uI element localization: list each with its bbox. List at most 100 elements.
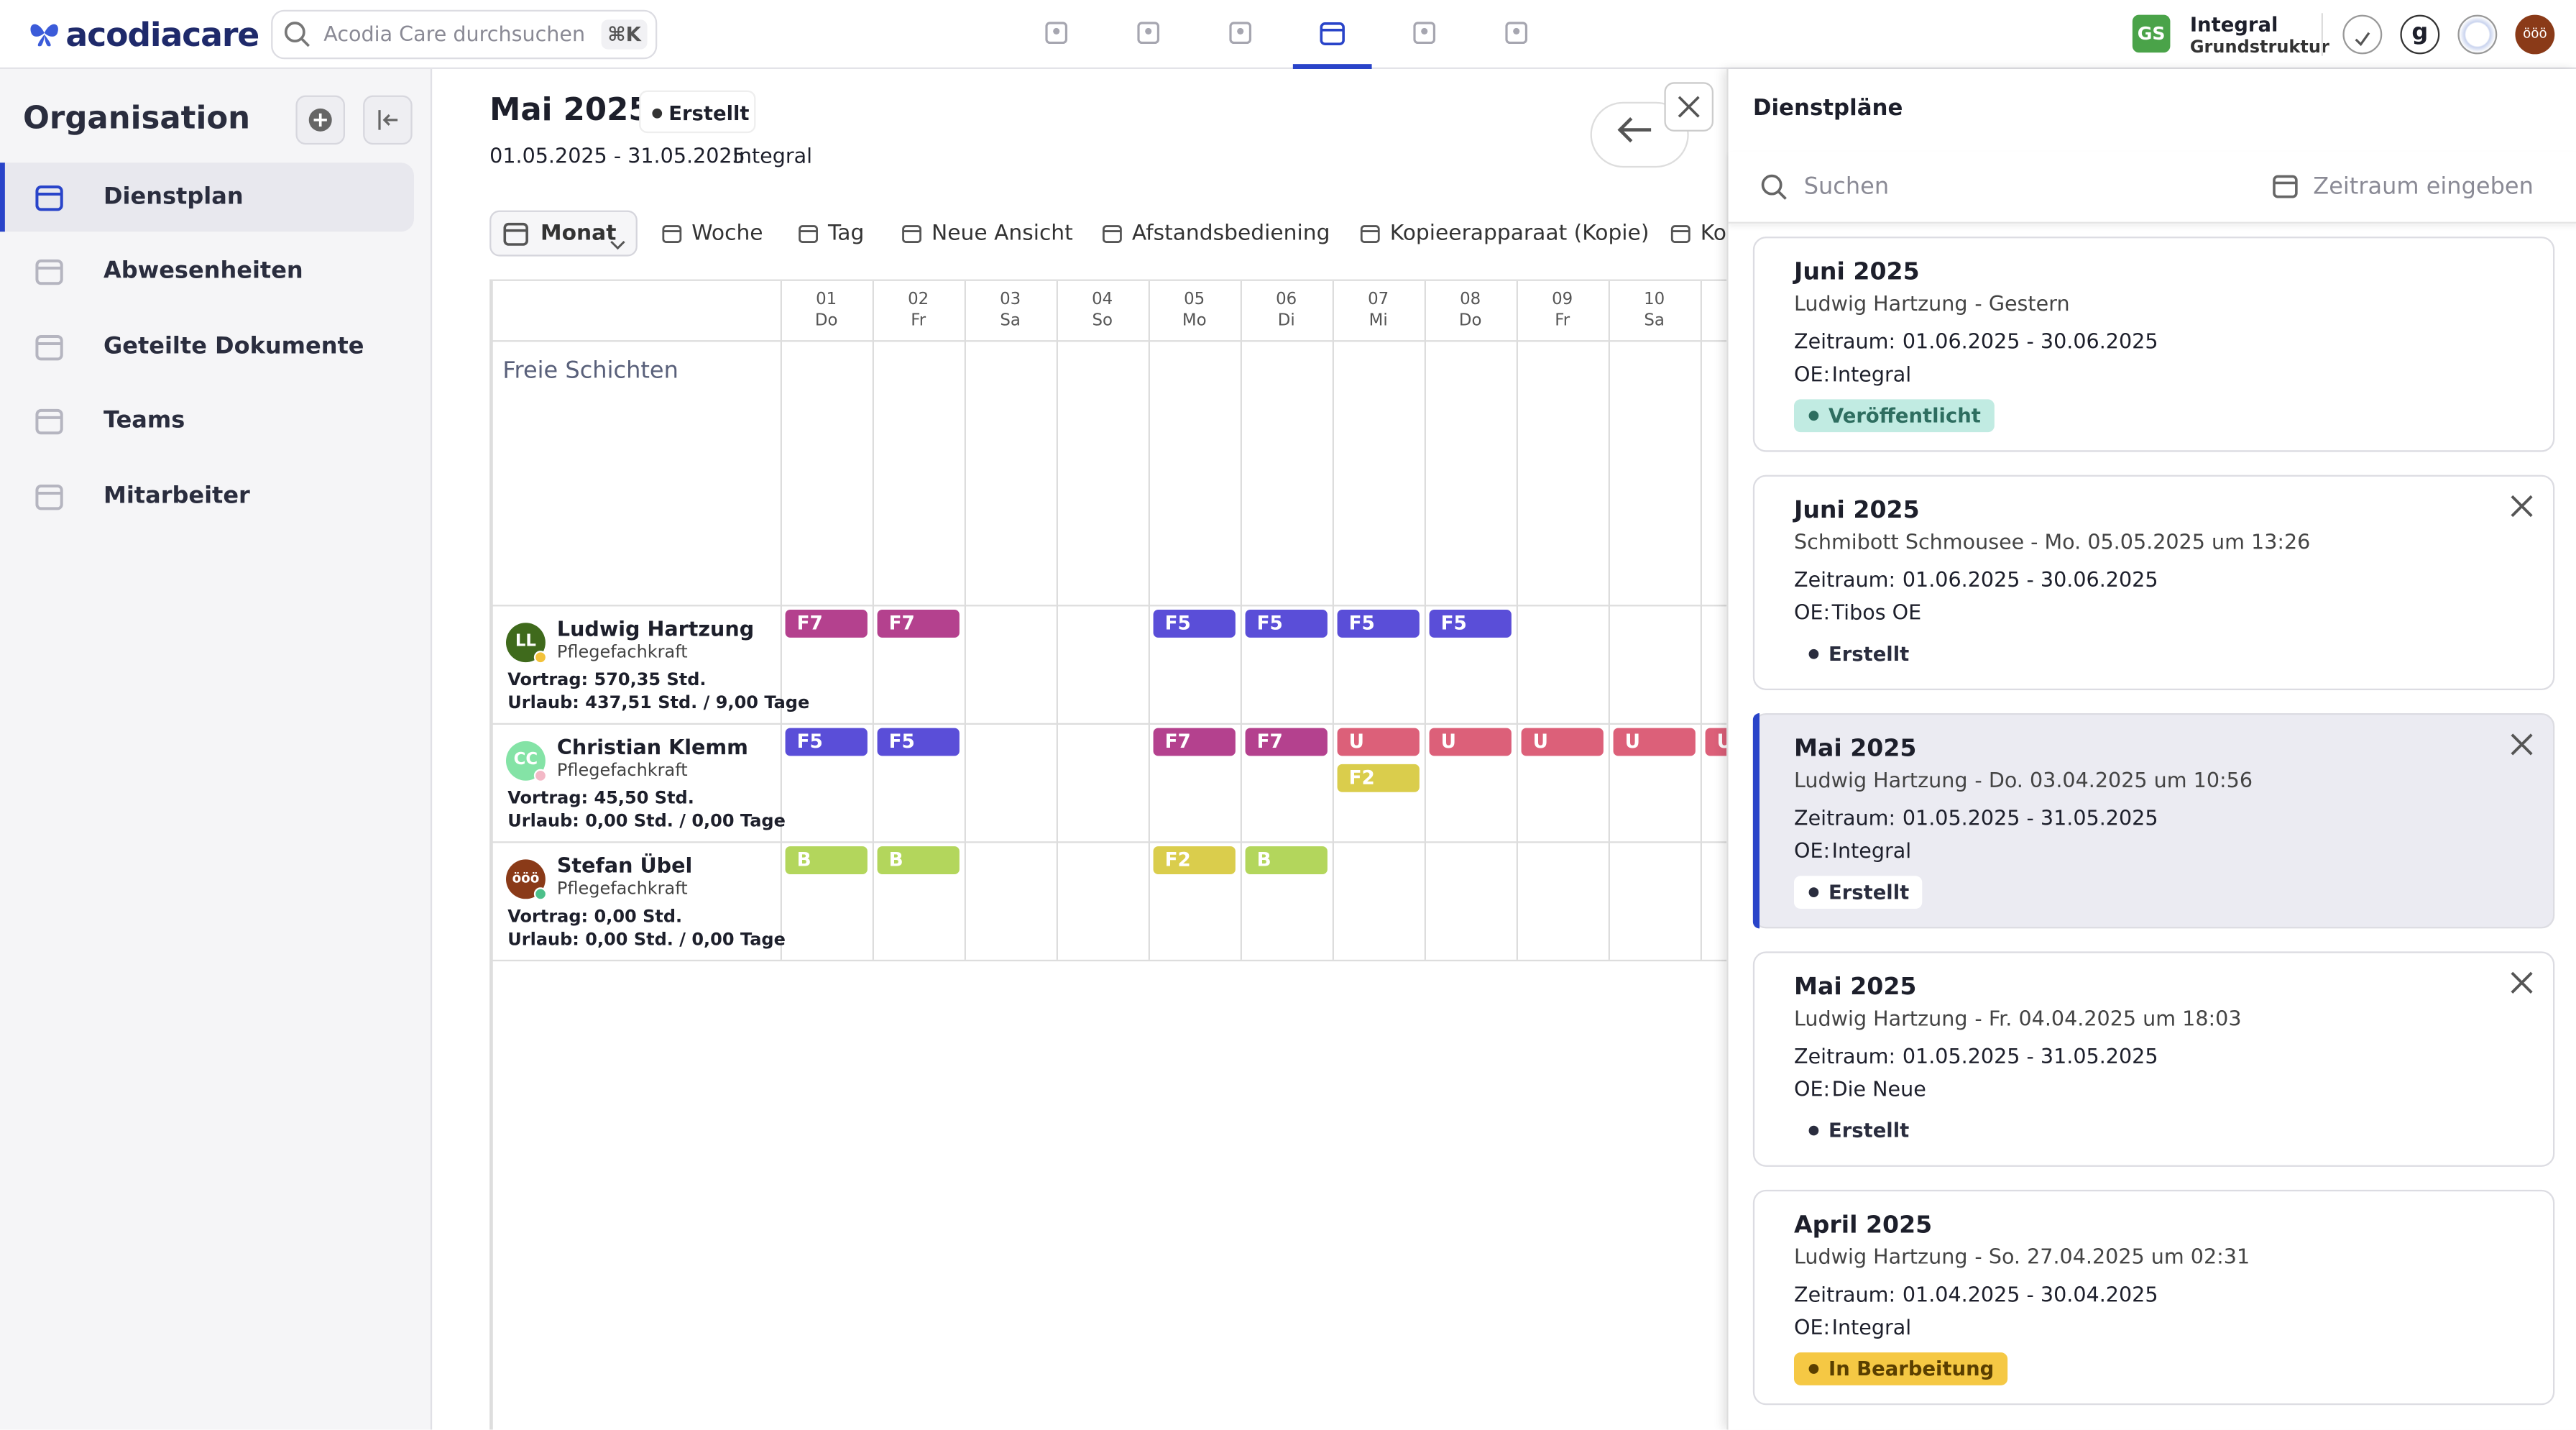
search-box[interactable] [271,9,658,60]
card-meta: - Gestern [1974,290,2070,316]
oe: Integral [1831,838,1912,863]
zeitraum: 01.05.2025 - 31.05.2025 [1902,805,2158,830]
prev-button[interactable] [1590,101,1689,168]
date-input[interactable]: Zeitraum eingeben [2313,174,2534,201]
shift[interactable]: F5 [1245,609,1328,638]
shift[interactable]: B [1245,846,1328,874]
view-option[interactable]: Tag [827,221,865,247]
shift[interactable]: B [785,846,868,874]
shift[interactable]: F2 [1153,846,1236,874]
urlaub: Urlaub: 0,00 Std. / 0,00 Tage [507,812,786,832]
nav-icon[interactable] [1041,18,1071,47]
search-input[interactable]: Suchen [1803,174,1890,201]
column-line [1148,280,1150,960]
collapse-button[interactable] [363,95,413,145]
shift[interactable]: F5 [877,728,960,756]
employee-role: Pflegefachkraft [556,761,688,781]
shift[interactable]: U [1521,728,1604,756]
shift[interactable]: U [1337,728,1420,756]
column-line [780,280,782,960]
weekday: Mo [1182,312,1207,331]
shift[interactable]: F5 [1337,609,1420,638]
plan-card[interactable]: April 2025 Ludwig Hartzung - So. 27.04.202… [1752,1189,2555,1406]
weekday: Do [1458,312,1482,331]
main: Mai 2025 Erstellt 01.05.2025 - 31.05.2025 I… [432,69,1727,1430]
sidebar-icon [33,480,66,513]
sidebar-item[interactable]: Geteilte Dokumente [103,333,364,360]
panel-title: Dienstpläne [1752,95,1903,122]
org-name: Integral [2189,13,2278,37]
view-icon [1358,220,1381,243]
selected-bar [1752,712,1760,929]
sidebar-item[interactable]: Abwesenheiten [103,257,303,285]
sidebar-item[interactable]: Dienstplan [103,183,244,211]
employee-avatar: LL [505,623,546,663]
status-dot [1808,887,1819,897]
plan-card[interactable]: Mai 2025 Ludwig Hartzung - Do. 03.04.2025 … [1752,712,2555,929]
shift[interactable]: F7 [1153,728,1236,756]
shift[interactable]: F7 [785,609,868,638]
employee-avatar: ööö [505,859,546,899]
presence-dot [533,651,548,664]
active-item-bar [0,162,5,232]
shift[interactable]: U [1613,728,1696,756]
view-option[interactable]: Woche [691,221,763,247]
user-avatar[interactable]: ööö [2515,14,2555,55]
zeitraum-label: Zeitraum: [1793,1043,1896,1068]
view-dropdown[interactable] [489,210,638,257]
shift[interactable]: F5 [1153,609,1236,638]
shift[interactable]: U [1429,728,1512,756]
nav-icon[interactable] [1501,18,1531,47]
weekday: Mi [1368,312,1388,331]
user-letter[interactable]: g [2400,14,2440,55]
sidebar-icon [33,180,66,214]
shift[interactable]: U [1705,728,1727,756]
status-button[interactable] [2457,14,2498,55]
weekday: Do [814,312,838,331]
plan-card[interactable]: Juni 2025 Ludwig Hartzung - Gestern Zeitrau… [1752,237,2555,452]
row-line [491,340,1727,342]
view-option[interactable]: Afstandsbediening [1131,221,1330,247]
status-dot [1808,411,1819,421]
view-option[interactable]: Ko [1700,221,1726,247]
divider [2321,13,2323,56]
zeitraum-label: Zeitraum: [1793,567,1896,592]
close-card[interactable] [2507,730,2536,759]
close-card[interactable] [2507,491,2536,521]
oe-label: OE: [1793,1076,1831,1101]
nav-icon[interactable] [1317,18,1347,47]
check-button[interactable] [2342,14,2383,55]
card-status: Veröffentlicht [1793,399,1995,433]
nav-icon[interactable] [1409,18,1439,47]
shift[interactable]: F5 [785,728,868,756]
view-icon [1100,220,1123,243]
shift[interactable]: F5 [1429,609,1512,638]
plan-card[interactable]: Mai 2025 Ludwig Hartzung - Fr. 04.04.2025 … [1752,951,2555,1167]
nav-icon[interactable] [1133,18,1163,47]
shift[interactable]: F2 [1337,764,1420,792]
shift[interactable]: F7 [1245,728,1328,756]
card-meta: - Do. 03.04.2025 um 10:56 [1974,767,2253,792]
plan-card[interactable]: Juni 2025 Schmibott Schmousee - Mo. 05.05.… [1752,475,2555,690]
view-option[interactable]: Kopieerapparaat (Kopie) [1389,221,1650,247]
card-title: Mai 2025 [1793,735,1917,763]
shift[interactable]: B [877,846,960,874]
close-card[interactable] [2507,968,2536,997]
day-number: 07 [1368,290,1389,309]
view-option[interactable]: Neue Ansicht [931,221,1073,247]
sidebar-item[interactable]: Mitarbeiter [103,482,250,510]
shift[interactable]: F7 [877,609,960,638]
add-button[interactable] [295,95,345,145]
sidebar-item[interactable]: Teams [103,407,185,434]
card-status: Erstellt [1793,876,1923,909]
row-line [491,841,1727,843]
close-plan-button[interactable] [1664,82,1714,132]
search-placeholder: Acodia Care durchsuchen [323,21,586,46]
date-icon [2271,171,2300,201]
day-number: 08 [1460,290,1481,309]
nav-icon[interactable] [1225,18,1255,47]
employee-name: Christian Klemm [556,734,748,759]
status-dot [652,108,663,119]
day-number: 10 [1644,290,1665,309]
